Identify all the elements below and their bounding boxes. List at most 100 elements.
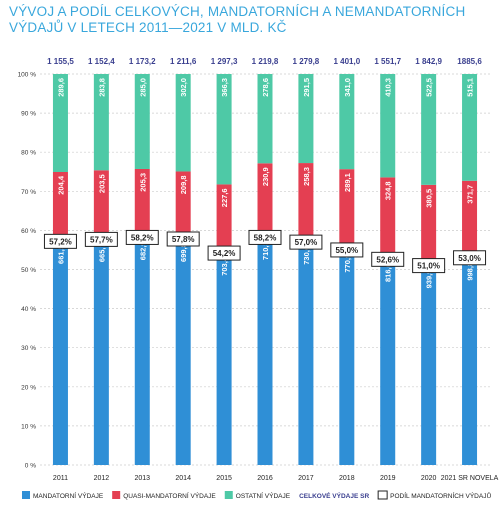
share-box <box>207 245 241 261</box>
data-label: 939,9 <box>425 270 434 289</box>
legend-label: QUASI-MANDATORNÍ VÝDAJE <box>123 491 216 500</box>
legend-swatch-1 <box>112 491 121 499</box>
bar-segment-quasi-mandatory <box>134 168 150 238</box>
legend-label: OSTATNÍ VÝDAJE <box>236 491 291 500</box>
total-label: 1885,6 <box>457 57 482 66</box>
bar-segment-mandatory <box>175 239 191 465</box>
share-box <box>453 250 487 266</box>
bar-segment-other <box>462 74 478 181</box>
y-tick-label: 100 % <box>18 72 37 79</box>
total-label: 1 842,9 <box>415 57 442 66</box>
x-tick-label: 2020 <box>421 475 437 482</box>
y-tick-label: 80 % <box>21 150 36 157</box>
data-label: 699,8 <box>179 243 188 262</box>
bar-segment-mandatory <box>380 259 396 465</box>
legend-label: PODÍL MANDATORNÍCH VÝDAJŮ <box>390 491 491 500</box>
x-tick-label: 2016 <box>257 475 273 482</box>
share-label: 57,0% <box>295 238 318 247</box>
bar-segment-mandatory <box>298 241 314 465</box>
bar-segment-quasi-mandatory <box>298 163 314 242</box>
share-box <box>125 229 159 245</box>
y-tick-label: 40 % <box>21 306 36 313</box>
data-label: 227,6 <box>220 188 229 207</box>
share-label: 57,2% <box>49 237 72 246</box>
bar-segment-mandatory <box>93 239 109 465</box>
y-tick-label: 50 % <box>21 267 36 274</box>
data-label: 204,4 <box>56 175 65 195</box>
total-label: 1 401,0 <box>333 57 360 66</box>
share-label: 55,0% <box>335 246 358 255</box>
data-label: 209,8 <box>179 175 188 194</box>
data-label: 661,5 <box>56 245 65 264</box>
total-label: 1 297,3 <box>211 57 238 66</box>
data-label: 324,8 <box>384 181 393 200</box>
bar-segment-other <box>421 74 437 185</box>
y-tick-label: 60 % <box>21 228 36 235</box>
bar-segment-quasi-mandatory <box>175 171 191 240</box>
total-label: 1 551,7 <box>374 57 401 66</box>
data-label: 710,3 <box>261 241 270 260</box>
y-tick-label: 10 % <box>21 423 36 430</box>
data-label: 998,8 <box>466 262 475 281</box>
total-label: 1 279,8 <box>293 57 320 66</box>
data-label: 258,3 <box>302 167 311 186</box>
share-box <box>84 231 118 247</box>
x-tick-label: 2014 <box>175 475 191 482</box>
data-label: 380,5 <box>425 189 434 208</box>
bar-segment-quasi-mandatory <box>216 184 232 253</box>
total-label: 1 219,8 <box>252 57 279 66</box>
bar-segment-mandatory <box>257 237 273 465</box>
data-label: 285,0 <box>138 78 147 97</box>
data-label: 816,6 <box>384 263 393 282</box>
total-label: 1 155,5 <box>47 57 74 66</box>
data-label: 341,0 <box>343 78 352 97</box>
bar-segment-mandatory <box>134 237 150 465</box>
bar-segment-other <box>93 74 109 171</box>
data-label: 515,1 <box>466 78 475 97</box>
total-label: 1 211,6 <box>170 57 197 66</box>
share-label: 51,0% <box>417 262 440 271</box>
data-label: 703,4 <box>220 256 229 276</box>
data-label: 410,3 <box>384 78 393 97</box>
bar-segment-mandatory <box>421 265 437 465</box>
bar-segment-other <box>175 74 191 172</box>
data-label: 203,5 <box>97 174 106 193</box>
bar-segment-other <box>216 74 232 185</box>
data-label: 730,0 <box>302 246 311 265</box>
share-label: 58,2% <box>131 233 154 242</box>
data-label: 302,0 <box>179 78 188 97</box>
y-tick-label: 70 % <box>21 189 36 196</box>
y-tick-label: 0 % <box>25 463 36 470</box>
share-box <box>166 231 200 247</box>
x-tick-label: 2013 <box>134 475 150 482</box>
share-label: 57,8% <box>172 235 195 244</box>
legend-swatch-0 <box>22 491 30 499</box>
bar-segment-quasi-mandatory <box>462 180 478 258</box>
data-label: 522,5 <box>425 78 434 97</box>
share-label: 54,2% <box>213 249 236 258</box>
bar-segment-quasi-mandatory <box>257 163 273 238</box>
data-label: 291,5 <box>302 78 311 97</box>
share-box <box>371 251 405 267</box>
data-label: 665,1 <box>97 243 106 262</box>
bar-segment-other <box>339 74 355 170</box>
bar-segment-mandatory <box>216 252 232 465</box>
x-tick-label: 2021 SR NOVELA <box>441 475 499 482</box>
y-tick-label: 90 % <box>21 111 36 118</box>
data-label: 205,3 <box>138 173 147 192</box>
share-box <box>289 234 323 250</box>
x-tick-label: 2012 <box>94 475 110 482</box>
bar-segment-mandatory <box>52 241 68 465</box>
share-label: 57,7% <box>90 235 113 244</box>
x-tick-label: 2018 <box>339 475 355 482</box>
chart-title: VÝVOJ A PODÍL CELKOVÝCH, MANDATORNÍCH A … <box>9 4 489 36</box>
bar-segment-quasi-mandatory <box>380 177 396 260</box>
bar-segment-other <box>134 74 150 169</box>
x-tick-label: 2019 <box>380 475 396 482</box>
chart-title-line-2: VÝDAJŮ V LETECH 2011—2021 V MLD. KČ <box>9 20 287 35</box>
bar-segment-quasi-mandatory <box>52 171 68 242</box>
share-label: 52,6% <box>376 255 399 264</box>
bar-segment-mandatory <box>339 249 355 465</box>
legend-label: MANDATORNÍ VÝDAJE <box>33 491 104 500</box>
